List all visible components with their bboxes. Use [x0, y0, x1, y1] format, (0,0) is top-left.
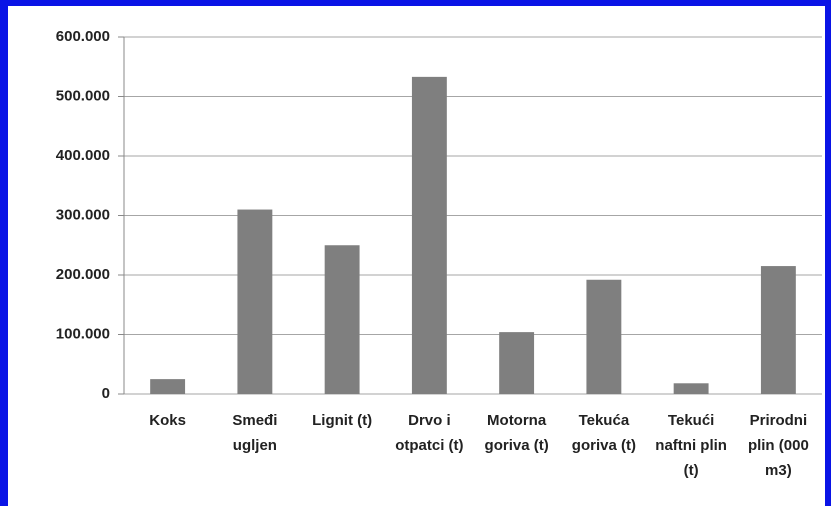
y-tick-label: 200.000 [56, 266, 110, 283]
bar [586, 279, 622, 394]
y-tick-label: 400.000 [56, 147, 110, 164]
x-tick-label: Tekuća goriva (t) [571, 412, 636, 454]
x-tick-label: Drvo i otpatci (t) [395, 412, 464, 454]
bar [499, 332, 535, 394]
y-tick-label: 300.000 [56, 206, 110, 223]
x-tick-label: Smeđi ugljen [232, 412, 278, 454]
bar [673, 383, 709, 394]
x-tick-label: Prirodni plin (000 m3) [747, 412, 809, 479]
y-tick-label: 0 [102, 385, 110, 402]
bar [411, 76, 447, 395]
bar [237, 209, 273, 394]
x-tick-label: Tekući naftni plin (t) [655, 412, 727, 479]
y-tick-label: 500.000 [56, 87, 110, 104]
x-tick-label: Koks [149, 412, 186, 429]
y-tick-label: 600.000 [56, 28, 110, 45]
x-tick-label: Lignit (t) [312, 412, 373, 429]
bar [324, 245, 360, 394]
bar [150, 379, 186, 394]
bar [760, 266, 796, 394]
x-tick-label: Motorna goriva (t) [484, 412, 549, 454]
y-tick-label: 100.000 [56, 325, 110, 342]
